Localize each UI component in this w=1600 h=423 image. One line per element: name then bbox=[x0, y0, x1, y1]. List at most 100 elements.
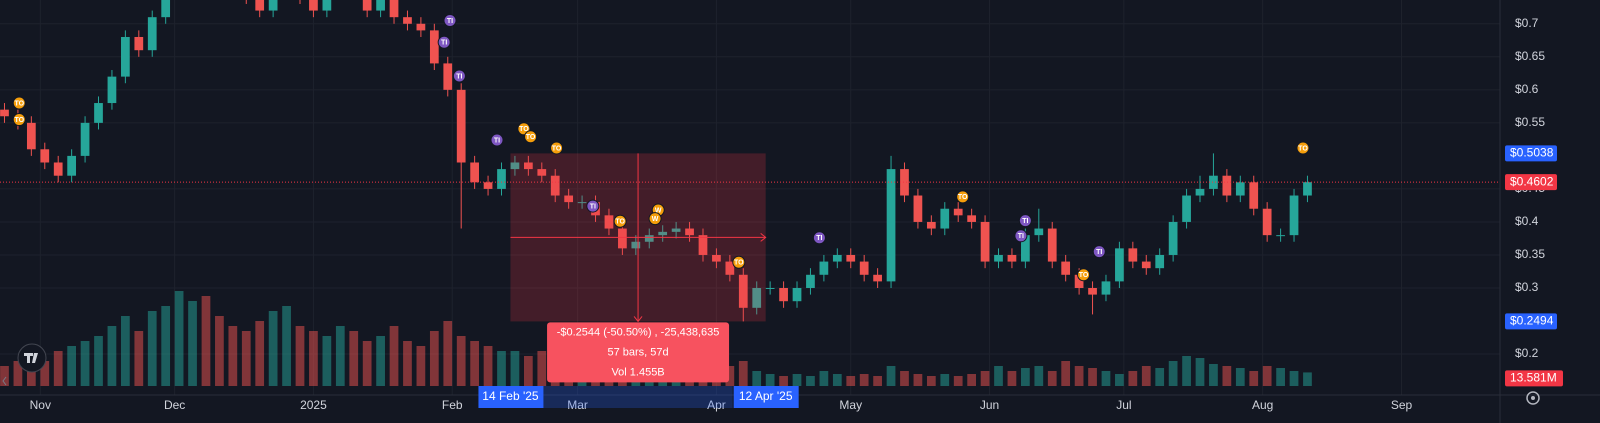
y-tick-label: $0.55 bbox=[1515, 115, 1545, 129]
gear-center bbox=[1531, 396, 1535, 400]
x-tick-label: Mar bbox=[567, 398, 588, 412]
logo[interactable] bbox=[17, 343, 47, 373]
event-badge bbox=[732, 255, 746, 269]
volume-bar bbox=[1021, 368, 1030, 386]
volume-bar bbox=[752, 371, 762, 386]
volume-bar bbox=[510, 351, 520, 386]
volume-bar bbox=[1088, 368, 1097, 386]
event-badge bbox=[613, 214, 627, 228]
volume-bar bbox=[1128, 371, 1138, 386]
candle-body bbox=[1209, 175, 1218, 189]
volume-bar bbox=[107, 326, 117, 386]
candle-body bbox=[1303, 182, 1312, 196]
volume-bar bbox=[900, 371, 909, 386]
settings-button[interactable] bbox=[1526, 391, 1540, 405]
volume-bar bbox=[1276, 368, 1285, 386]
candle-body bbox=[685, 228, 694, 236]
candle-body bbox=[40, 149, 50, 163]
volume-bar bbox=[967, 374, 977, 386]
candle-body bbox=[1168, 221, 1178, 255]
measure-v-arrow bbox=[633, 316, 643, 323]
volume-bar bbox=[416, 346, 426, 386]
event-label: TI bbox=[447, 18, 453, 25]
volume-bar bbox=[309, 331, 318, 386]
price-marker bbox=[1505, 313, 1557, 330]
candle-body bbox=[497, 169, 506, 189]
x-tick-label: Sep bbox=[1391, 398, 1413, 412]
candle-body bbox=[1128, 248, 1138, 262]
volume-bar bbox=[980, 371, 990, 386]
candle-body bbox=[1195, 188, 1205, 196]
volume-marker-label: 13.581M bbox=[1510, 371, 1557, 385]
y-tick-label: $0.35 bbox=[1515, 247, 1545, 261]
candle-body bbox=[107, 76, 117, 104]
candle-body bbox=[644, 235, 654, 242]
volume-bar bbox=[1115, 374, 1124, 386]
candle-body bbox=[537, 169, 547, 176]
x-tick-label: May bbox=[839, 398, 862, 412]
event-label: TI bbox=[456, 73, 462, 80]
candle-body bbox=[134, 36, 144, 51]
candle-body bbox=[980, 221, 990, 262]
volume-bar bbox=[1074, 366, 1084, 386]
logo-circle bbox=[17, 343, 47, 373]
price-marker-label: $0.4602 bbox=[1510, 174, 1554, 188]
volume-bar bbox=[832, 374, 842, 386]
candle-body bbox=[752, 287, 762, 308]
y-tick-label: $0.65 bbox=[1515, 49, 1545, 63]
time-highlight bbox=[478, 386, 544, 408]
candle-body bbox=[550, 175, 560, 196]
candle-body bbox=[1276, 235, 1285, 237]
scroll-left[interactable] bbox=[2, 376, 7, 386]
x-tick-label: Jul bbox=[1116, 398, 1131, 412]
time-highlight-label: 14 Feb '25 bbox=[482, 389, 539, 403]
event-badge bbox=[443, 13, 457, 27]
event-badge bbox=[1018, 214, 1032, 228]
volume-bar bbox=[268, 311, 278, 386]
time-range bbox=[543, 386, 733, 408]
volume-bar bbox=[188, 301, 197, 386]
x-tick-label: Feb bbox=[442, 398, 463, 412]
candle-body bbox=[994, 254, 1003, 262]
volume-bar bbox=[174, 291, 184, 386]
candle-body bbox=[604, 215, 614, 229]
candle-body bbox=[1007, 254, 1017, 262]
candle-body bbox=[577, 202, 587, 204]
volume-bar bbox=[67, 346, 77, 386]
volume-bar bbox=[738, 361, 748, 386]
event-badge bbox=[550, 141, 564, 155]
candle-body bbox=[1061, 261, 1071, 275]
candle-body bbox=[564, 195, 574, 203]
event-label: TI bbox=[590, 203, 596, 210]
volume-bar bbox=[456, 336, 466, 386]
volume-bar bbox=[497, 351, 506, 386]
event-label: TI bbox=[816, 235, 822, 242]
event-badge bbox=[812, 231, 826, 245]
candle-body bbox=[900, 169, 909, 196]
volume-bar bbox=[389, 326, 399, 386]
event-badge bbox=[956, 190, 970, 204]
volume-bar bbox=[443, 321, 453, 386]
candle-body bbox=[67, 155, 77, 176]
candle-body bbox=[873, 274, 882, 282]
volume-bar bbox=[994, 366, 1003, 386]
candle-body bbox=[309, 0, 318, 11]
price-marker bbox=[1505, 145, 1557, 162]
volume-bar bbox=[913, 374, 923, 386]
volume-bar bbox=[403, 341, 412, 386]
logo-mark bbox=[24, 353, 38, 363]
volume-bar bbox=[819, 371, 829, 386]
candle-body bbox=[443, 63, 453, 90]
volume-bar bbox=[376, 336, 385, 386]
candle-body bbox=[376, 0, 385, 11]
event-badge bbox=[1014, 229, 1028, 243]
volume-bar bbox=[1222, 366, 1232, 386]
volume-bar bbox=[846, 376, 856, 386]
candle-body bbox=[658, 231, 668, 236]
candle-body bbox=[416, 23, 426, 31]
volume-bar bbox=[335, 326, 345, 386]
volume-bar bbox=[147, 311, 157, 386]
candle-body bbox=[1249, 182, 1259, 209]
candle-body bbox=[712, 254, 721, 262]
